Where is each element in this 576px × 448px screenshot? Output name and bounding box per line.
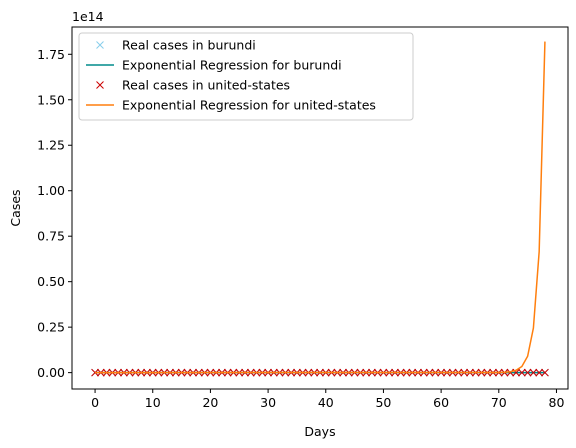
data-point-marker [506,368,515,377]
x-axis-title: Days [304,424,335,439]
data-point-marker [523,368,532,377]
y-tick-label: 1.75 [37,47,65,62]
data-point-marker [541,368,549,377]
y-tick-label: 1.25 [37,138,65,153]
x-tick-label: 0 [91,395,99,410]
x-tick-label: 10 [145,395,161,410]
x-tick-label: 70 [491,395,507,410]
data-point-marker [529,368,538,377]
y-tick-label: 1.50 [37,92,65,107]
series-line [95,41,546,374]
legend-label: Exponential Regression for united-states [122,98,376,113]
x-tick-label: 30 [260,395,276,410]
series-3 [95,41,546,374]
series-layer [91,41,549,377]
legend-item: Exponential Regression for burundi [86,58,342,73]
y-tick-label: 0.50 [37,274,65,289]
data-point-marker [535,368,544,377]
legend-label: Exponential Regression for burundi [122,58,342,73]
legend-marker-swatch [96,41,104,49]
x-tick-label: 20 [202,395,218,410]
legend-item: Real cases in united-states [96,78,290,93]
y-offset-label: 1e14 [72,9,104,24]
legend-item: Real cases in burundi [96,38,256,53]
legend-box [78,32,414,121]
plot-frame [71,26,569,390]
legend-item: Exponential Regression for united-states [86,98,376,113]
y-tick-label: 0.25 [37,320,65,335]
data-point-marker [518,368,526,377]
y-axis-title: Cases [8,189,23,226]
legend: Real cases in burundi Exponential Regress… [78,32,414,121]
y-tick-label: 1.00 [37,183,65,198]
legend-label: Real cases in united-states [122,78,290,93]
x-tick-label: 50 [375,395,391,410]
legend-label: Real cases in burundi [122,38,256,53]
x-tick-label: 40 [318,395,334,410]
x-tick-label: 80 [549,395,565,410]
legend-marker-swatch [96,81,104,89]
data-point-marker [91,368,99,377]
y-tick-label: 0.75 [37,229,65,244]
x-tick-label: 60 [433,395,449,410]
x-axis: 0 10 20 30 40 50 60 70 80 [91,389,564,410]
y-axis: 0.00 0.25 0.50 0.75 1.00 1.25 1.50 1.75 [37,47,72,380]
y-tick-label: 0.00 [37,365,65,380]
